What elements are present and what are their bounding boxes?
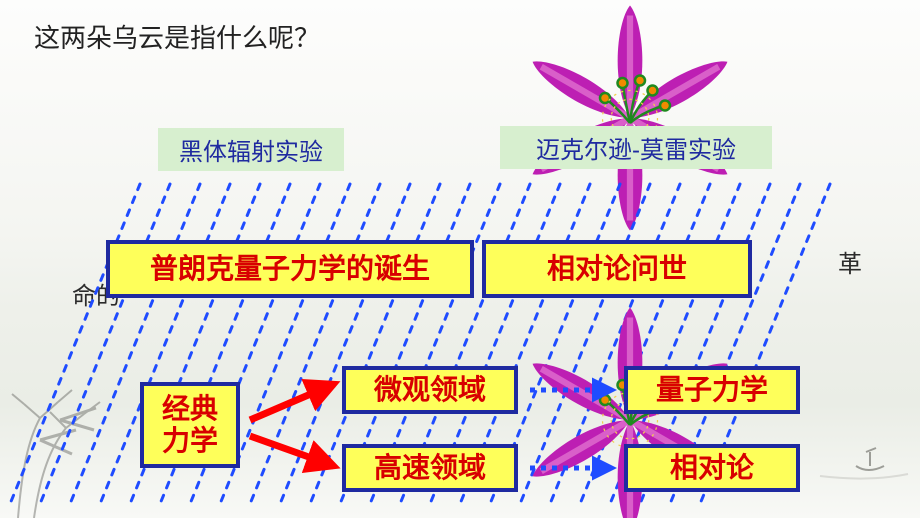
box-highspeed: 高速领域 — [342, 444, 518, 492]
box-relativity-born: 相对论问世 — [482, 240, 752, 298]
box-quantum: 量子力学 — [624, 366, 800, 414]
box-micro: 微观领域 — [342, 366, 518, 414]
box-relativity: 相对论 — [624, 444, 800, 492]
slide-stage: 这两朵乌云是指什么呢？ 黑体辐射实验 迈克尔逊-莫雷实验 正是这两朵乌云引出了 … — [0, 0, 920, 518]
box-classical: 经典 力学 — [140, 382, 240, 468]
box-planck: 普朗克量子力学的诞生 — [106, 240, 474, 298]
